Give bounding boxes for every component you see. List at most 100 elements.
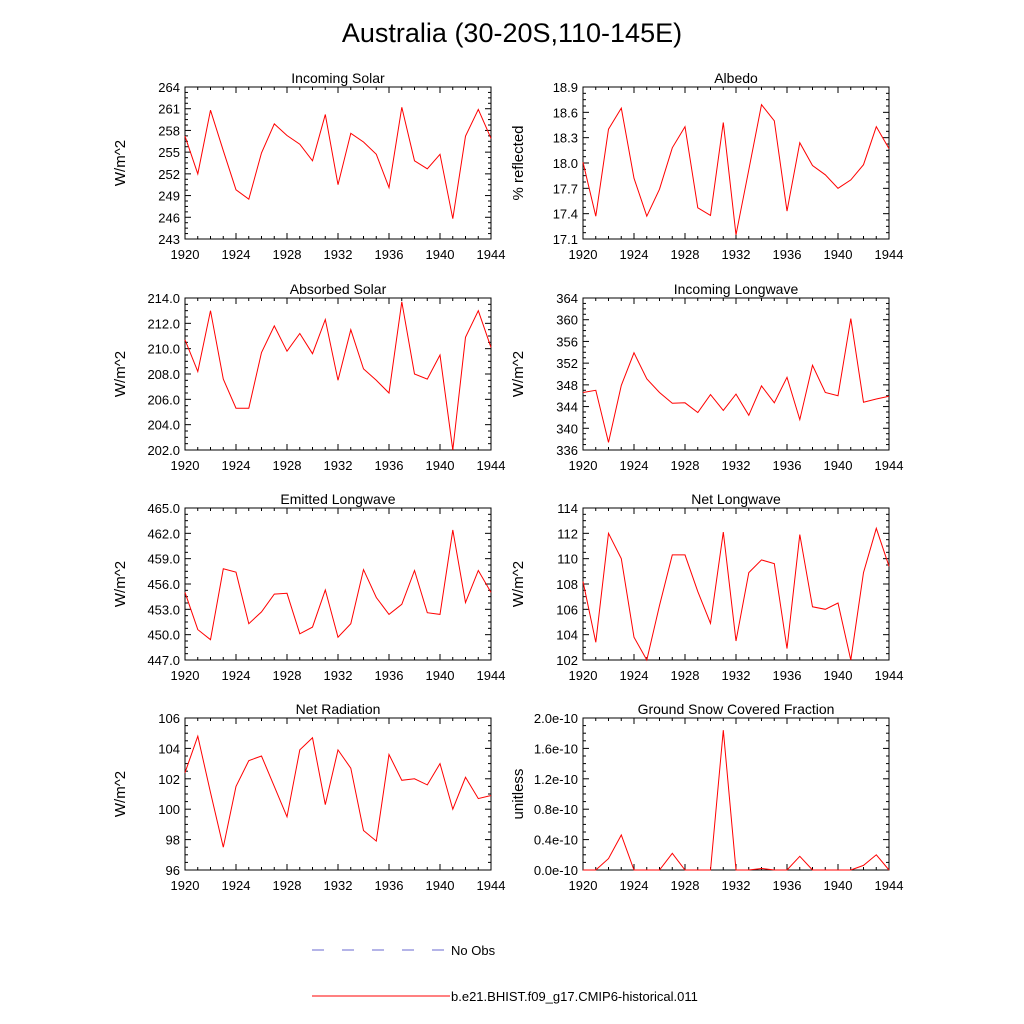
y-tick-label: 98 xyxy=(166,833,180,848)
x-tick-label: 1940 xyxy=(426,458,455,473)
panel-6: Net Radiation W/m^2 1920 1924 1928 1932 1936 19… xyxy=(112,701,505,893)
x-tick-label: 1928 xyxy=(273,668,302,683)
x-tick-label: 1940 xyxy=(426,668,455,683)
y-tick-label: 0.4e-10 xyxy=(534,833,578,848)
y-tick-label: 102 xyxy=(158,772,180,787)
series-line-model xyxy=(582,103,890,235)
panel-title: Net Radiation xyxy=(296,701,381,717)
y-tick-label: 104 xyxy=(158,741,180,756)
series-line-model xyxy=(184,529,492,641)
y-tick-label: 18.3 xyxy=(553,131,578,146)
x-tick-label: 1928 xyxy=(273,878,302,893)
x-tick-label: 1924 xyxy=(222,668,251,683)
x-tick-label: 1932 xyxy=(324,458,353,473)
y-tick-label: 453.0 xyxy=(147,602,180,617)
y-tick-label: 1.6e-10 xyxy=(534,741,578,756)
y-tick-label: 258 xyxy=(158,123,180,138)
x-tick-label: 1924 xyxy=(620,247,649,262)
y-tick-label: 0.8e-10 xyxy=(534,802,578,817)
x-tick-label: 1924 xyxy=(620,458,649,473)
x-tick-label: 1920 xyxy=(569,668,598,683)
plot-frame xyxy=(184,717,492,871)
x-tick-label: 1928 xyxy=(671,668,700,683)
plot-frame xyxy=(582,297,890,451)
panel-title: Incoming Longwave xyxy=(674,281,799,297)
x-tick-label: 1920 xyxy=(171,878,200,893)
panels: Incoming Solar W/m^2 1920 1924 1928 1932 1936 1… xyxy=(112,70,903,893)
legend-obs-label: No Obs xyxy=(451,943,496,958)
y-tick-label: 212.0 xyxy=(147,316,180,331)
y-axis-label: W/m^2 xyxy=(510,351,527,397)
x-tick-label: 1940 xyxy=(426,878,455,893)
plot-frame xyxy=(184,86,492,240)
x-tick-label: 1940 xyxy=(426,247,455,262)
y-tick-label: 104 xyxy=(556,628,578,643)
panel-0: Incoming Solar W/m^2 1920 1924 1928 1932 1936 1… xyxy=(112,70,505,262)
x-tick-label: 1932 xyxy=(722,668,751,683)
y-tick-label: 202.0 xyxy=(147,443,180,458)
x-tick-label: 1928 xyxy=(671,878,700,893)
x-tick-label: 1920 xyxy=(569,247,598,262)
y-tick-label: 348 xyxy=(556,378,578,393)
y-tick-label: 204.0 xyxy=(147,418,180,433)
y-tick-label: 246 xyxy=(158,210,180,225)
y-tick-label: 17.1 xyxy=(553,232,578,247)
y-tick-label: 465.0 xyxy=(147,501,180,516)
x-tick-label: 1928 xyxy=(273,458,302,473)
panel-title: Albedo xyxy=(714,70,758,86)
y-axis-label: W/m^2 xyxy=(112,351,129,397)
x-tick-label: 1940 xyxy=(824,247,853,262)
x-tick-label: 1936 xyxy=(375,458,404,473)
y-tick-label: 96 xyxy=(166,863,180,878)
panel-title: Emitted Longwave xyxy=(280,491,395,507)
x-tick-label: 1924 xyxy=(222,878,251,893)
y-tick-label: 456.0 xyxy=(147,577,180,592)
x-tick-label: 1944 xyxy=(875,458,904,473)
plot-frame xyxy=(582,717,890,871)
y-tick-label: 264 xyxy=(158,80,180,95)
x-tick-label: 1944 xyxy=(875,878,904,893)
panel-7: Ground Snow Covered Fraction unitless 1920… xyxy=(510,701,903,893)
series-line-model xyxy=(583,730,890,871)
x-tick-label: 1920 xyxy=(171,668,200,683)
y-tick-label: 344 xyxy=(556,400,578,415)
y-axis-label: W/m^2 xyxy=(510,561,527,607)
x-tick-label: 1928 xyxy=(671,458,700,473)
x-tick-label: 1932 xyxy=(324,668,353,683)
x-tick-label: 1932 xyxy=(324,878,353,893)
x-tick-label: 1920 xyxy=(569,878,598,893)
y-tick-label: 352 xyxy=(556,356,578,371)
y-tick-label: 249 xyxy=(158,189,180,204)
panel-title: Absorbed Solar xyxy=(290,281,387,297)
y-axis-label: unitless xyxy=(510,769,527,820)
y-tick-label: 447.0 xyxy=(147,653,180,668)
series-line-model xyxy=(582,318,890,443)
x-tick-label: 1924 xyxy=(222,458,251,473)
x-tick-label: 1940 xyxy=(824,668,853,683)
x-tick-label: 1928 xyxy=(671,247,700,262)
x-tick-label: 1940 xyxy=(824,878,853,893)
plot-frame xyxy=(184,297,492,451)
y-tick-label: 252 xyxy=(158,167,180,182)
y-tick-label: 206.0 xyxy=(147,392,180,407)
x-tick-label: 1944 xyxy=(477,458,506,473)
y-axis-label: % reflected xyxy=(510,125,527,200)
x-tick-label: 1924 xyxy=(620,668,649,683)
y-tick-label: 462.0 xyxy=(147,526,180,541)
x-tick-label: 1936 xyxy=(375,668,404,683)
y-tick-label: 261 xyxy=(158,102,180,117)
y-tick-label: 110 xyxy=(557,552,578,567)
y-tick-label: 336 xyxy=(556,443,578,458)
y-tick-label: 106 xyxy=(158,711,180,726)
x-tick-label: 1920 xyxy=(569,458,598,473)
panel-4: Emitted Longwave W/m^2 1920 1924 1928 1932 193… xyxy=(112,491,505,683)
series-line-model xyxy=(184,301,492,451)
x-tick-label: 1940 xyxy=(824,458,853,473)
x-tick-label: 1924 xyxy=(222,247,251,262)
x-tick-label: 1932 xyxy=(722,458,751,473)
legend-model-label: b.e21.BHIST.f09_g17.CMIP6-historical.011 xyxy=(451,989,698,1004)
y-tick-label: 0.0e-10 xyxy=(534,863,578,878)
y-tick-label: 243 xyxy=(158,232,180,247)
y-tick-label: 214.0 xyxy=(147,291,180,306)
